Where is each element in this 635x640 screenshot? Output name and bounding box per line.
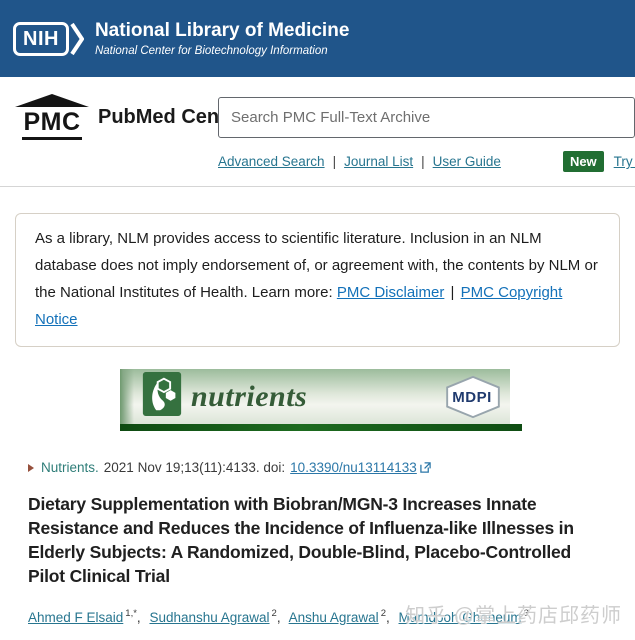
notice-divider: | [450, 284, 455, 301]
advanced-search-link[interactable]: Advanced Search [218, 154, 325, 169]
journal-list-link[interactable]: Journal List [344, 154, 414, 169]
citation-toggle-icon[interactable] [28, 463, 34, 472]
citation-meta: 2021 Nov 19;13(11):4133. doi: [103, 460, 286, 475]
nav-divider: | [421, 154, 425, 169]
journal-name: nutrients [191, 379, 308, 413]
nih-logo[interactable]: NIH [13, 21, 84, 56]
author: Ahmed F Elsaid 1,*, [28, 608, 146, 625]
nlm-header: NIH National Library of Medicine Nationa… [0, 0, 635, 77]
citation-line: Nutrients. 2021 Nov 19;13(11):4133. doi:… [28, 460, 635, 475]
user-guide-link[interactable]: User Guide [432, 154, 501, 169]
external-link-icon[interactable] [420, 462, 431, 473]
pmc-logo[interactable]: PMC PubMed Central® [15, 94, 258, 140]
author: Mamdooh Ghoneum 3 [398, 608, 529, 625]
nlm-org-block[interactable]: National Library of Medicine National Ce… [95, 20, 349, 57]
author-affiliation: 2 [271, 608, 277, 619]
pmc-copyright-link[interactable]: PMC Copyright Notice [35, 284, 563, 328]
nlm-notice-box: As a library, NLM provides access to sci… [15, 213, 620, 347]
try-this-search-link[interactable]: Try this search [613, 154, 635, 169]
new-badge: New [562, 151, 604, 172]
citation-journal-link[interactable]: Nutrients. [41, 460, 99, 475]
nih-logo-text: NIH [13, 21, 69, 56]
author-separator: , [136, 609, 141, 625]
mdpi-wordmark: MDPI [452, 388, 492, 406]
journal-banner[interactable]: nutrients MDPI [120, 369, 510, 424]
pmc-header: PMC PubMed Central® Advanced Search | Jo… [0, 77, 635, 187]
notice-text: As a library, NLM provides access to sci… [35, 230, 598, 301]
author: Sudhanshu Agrawal 2, [149, 608, 285, 625]
pmc-disclaimer-link[interactable]: PMC Disclaimer [336, 284, 445, 301]
mdpi-hexagon-icon [446, 375, 500, 419]
author-link[interactable]: Anshu Agrawal [288, 609, 379, 625]
pmc-building-icon: PMC [15, 94, 89, 140]
author-link[interactable]: Mamdooh Ghoneum [398, 609, 522, 625]
author: Anshu Agrawal 2, [288, 608, 395, 625]
nutrients-logo: nutrients [142, 372, 307, 421]
zhihu-watermark: 知乎 @掌上药店邱药师 [405, 605, 622, 627]
nav-divider: | [332, 154, 337, 169]
author-separator: , [276, 609, 281, 625]
author-link[interactable]: Ahmed F Elsaid [28, 609, 124, 625]
pmc-acronym: PMC [22, 110, 82, 140]
search-input[interactable] [218, 96, 635, 138]
doi-link[interactable]: 10.3390/nu13114133 [290, 460, 417, 475]
mdpi-logo: MDPI [443, 375, 503, 419]
author-list: Ahmed F Elsaid 1,*, Sudhanshu Agrawal 2, A… [28, 608, 607, 625]
pmc-wordmark-text: PubMed Central [98, 105, 251, 128]
author-affiliation: 1,* [125, 608, 137, 619]
ncbi-subtitle: National Center for Biotechnology Inform… [94, 44, 328, 57]
nutrients-leaf-icon [142, 372, 182, 421]
author-affiliation: 3 [523, 608, 529, 619]
article-title: Dietary Supplementation with Biobran/MGN… [28, 494, 574, 586]
author-link[interactable]: Sudhanshu Agrawal [149, 609, 270, 625]
nih-chevron-icon [70, 22, 84, 56]
banner-underline-bar [120, 424, 522, 431]
author-separator: , [385, 609, 390, 625]
author-affiliation: 2 [380, 608, 386, 619]
nlm-title: National Library of Medicine [94, 20, 350, 42]
pmc-nav: Advanced Search | Journal List | User Gu… [218, 151, 635, 172]
